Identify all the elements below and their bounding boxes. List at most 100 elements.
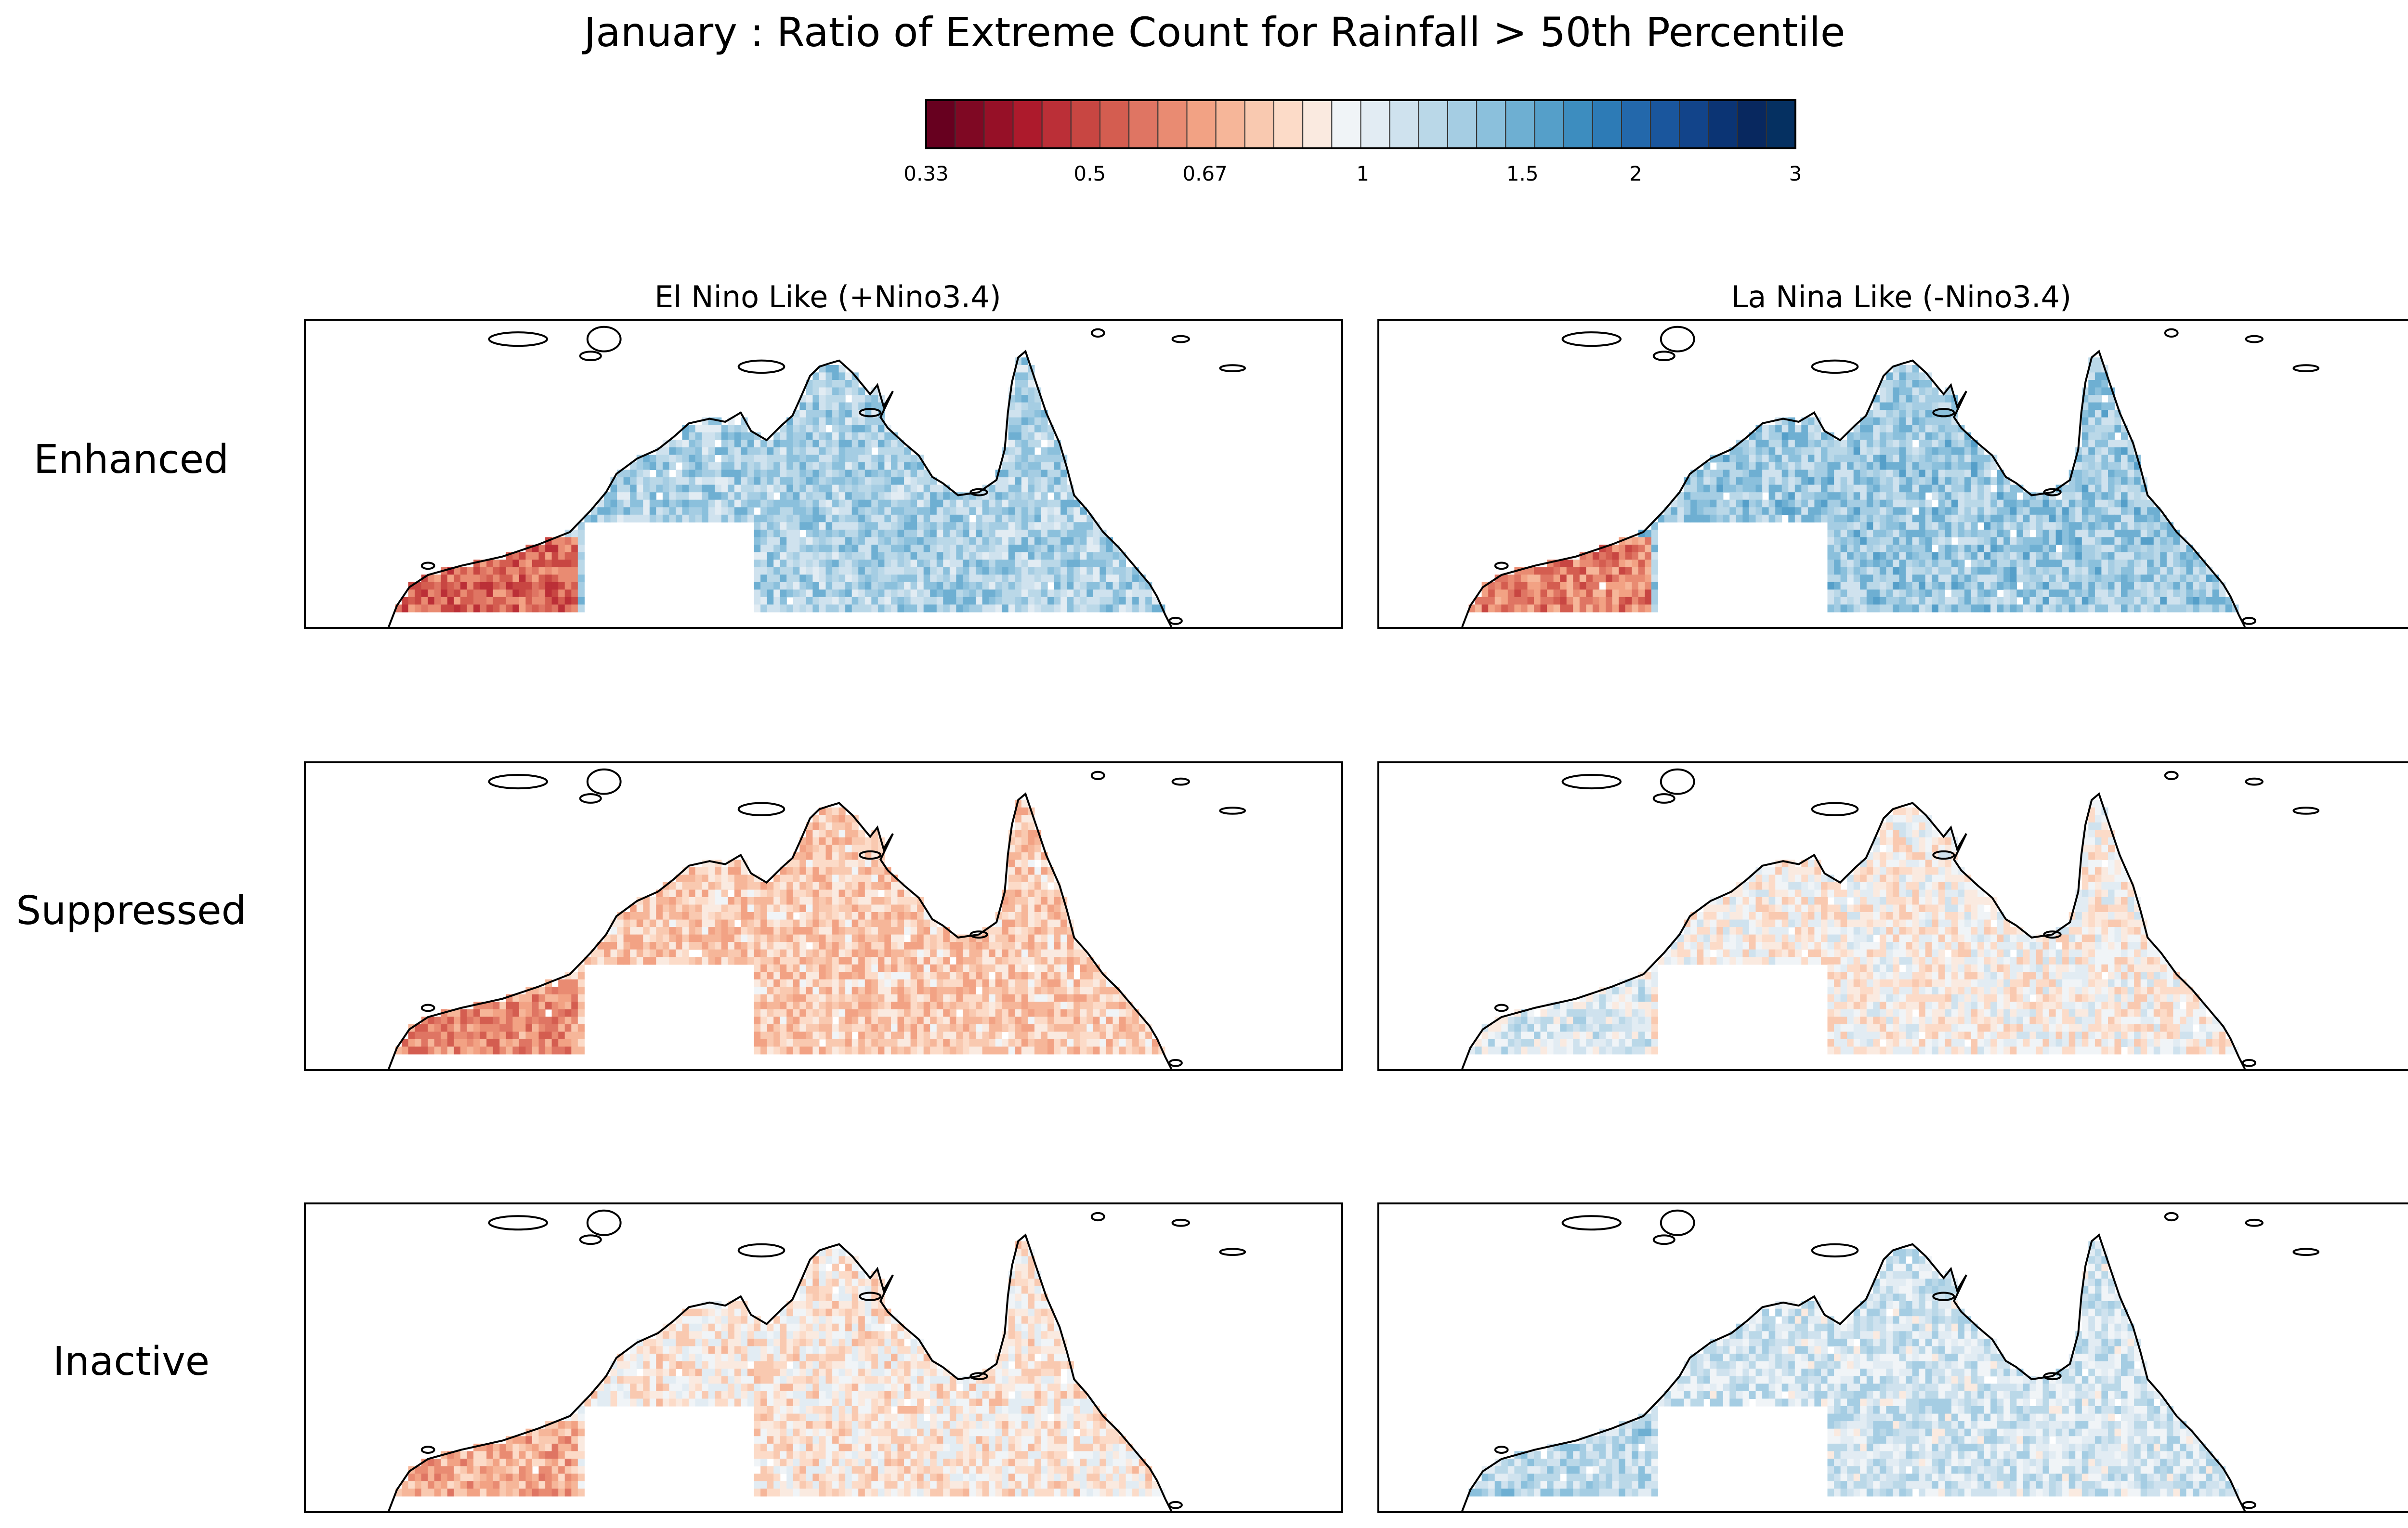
colorbar-frame: [925, 99, 1796, 149]
colorbar-swatch: [1186, 100, 1217, 149]
map-svg: [1461, 768, 2320, 1069]
island-outline: [2292, 364, 2320, 372]
island-outline: [1171, 1218, 1190, 1227]
island-outline: [859, 1292, 882, 1301]
colorbar-swatch: [1650, 100, 1680, 149]
island-outline: [2242, 616, 2256, 625]
colorbar-swatch: [1476, 100, 1506, 149]
ratio-cells: [1468, 357, 2239, 613]
coastline: [1461, 1233, 2246, 1511]
island-outline: [2245, 777, 2264, 786]
colorbar-swatch: [1418, 100, 1448, 149]
coastline: [1461, 350, 2246, 627]
colorbar-swatch: [1215, 100, 1245, 149]
island-outline: [859, 408, 882, 418]
island-outline: [1219, 364, 1246, 372]
island-outline: [2164, 771, 2179, 781]
island-outline: [1811, 359, 1859, 374]
island-outline: [1494, 562, 1509, 570]
map-svg: [388, 1209, 1246, 1511]
island-outline: [969, 488, 988, 496]
ratio-cells: [1468, 1241, 2239, 1497]
map-panel: [1377, 1202, 2408, 1513]
row-label-enhanced: Enhanced: [33, 437, 229, 483]
island-outline: [420, 1004, 435, 1012]
island-outline: [2043, 1372, 2062, 1381]
ratio-cells: [395, 357, 1165, 613]
island-outline: [1652, 1234, 1675, 1245]
row-label-inactive: Inactive: [52, 1339, 210, 1384]
coastline: [388, 1233, 1173, 1511]
island-outline: [1561, 774, 1622, 790]
colorbar-swatch: [1563, 100, 1593, 149]
row-label-suppressed: Suppressed: [16, 888, 247, 934]
island-outline: [1932, 408, 1955, 418]
island-outline: [1090, 771, 1105, 781]
colorbar-tick-label: 1.5: [1506, 162, 1539, 185]
island-outline: [1219, 1248, 1246, 1256]
island-outline: [1494, 1004, 1509, 1012]
island-outline: [737, 359, 785, 374]
island-outline: [859, 850, 882, 860]
colorbar-swatch: [1505, 100, 1535, 149]
island-outline: [737, 1243, 785, 1258]
colorbar-tick-label: 0.5: [1073, 162, 1106, 185]
colorbar-swatch: [1737, 100, 1767, 149]
island-outline: [1811, 802, 1859, 816]
island-outline: [420, 1446, 435, 1454]
island-outline: [2164, 1212, 2179, 1222]
colorbar: [925, 99, 1796, 149]
colorbar-swatch: [1244, 100, 1274, 149]
island-outline: [1168, 1501, 1183, 1509]
colorbar-swatch: [1708, 100, 1738, 149]
island-outline: [1652, 793, 1675, 804]
coastline: [1461, 792, 2246, 1069]
island-outline: [2242, 1501, 2256, 1509]
colorbar-tick-label: 0.33: [903, 162, 949, 185]
island-outline: [1171, 335, 1190, 343]
colorbar-tick-label: 0.67: [1182, 162, 1228, 185]
island-outline: [2292, 1248, 2320, 1256]
island-outline: [488, 1215, 548, 1231]
island-outline: [2164, 328, 2179, 338]
coastline: [388, 792, 1173, 1069]
island-outline: [2245, 1218, 2264, 1227]
ratio-cells: [395, 800, 1165, 1055]
colorbar-swatch: [1070, 100, 1100, 149]
island-outline: [2043, 488, 2062, 496]
colorbar-swatch: [1273, 100, 1304, 149]
island-outline: [1660, 768, 1695, 795]
colorbar-swatch: [1592, 100, 1622, 149]
colorbar-tick-label: 1: [1356, 162, 1369, 185]
island-outline: [579, 793, 602, 804]
island-outline: [1932, 1292, 1955, 1301]
island-outline: [1561, 1215, 1622, 1231]
island-outline: [1932, 850, 1955, 860]
colorbar-swatch: [1157, 100, 1188, 149]
island-outline: [420, 562, 435, 570]
map-panel: [304, 319, 1343, 629]
colorbar-swatch: [1128, 100, 1159, 149]
colorbar-swatch: [1534, 100, 1564, 149]
island-outline: [737, 802, 785, 816]
colorbar-swatch: [1447, 100, 1478, 149]
island-outline: [1660, 1209, 1695, 1236]
colorbar-swatch: [1679, 100, 1709, 149]
island-outline: [586, 768, 622, 795]
colorbar-swatch: [1041, 100, 1072, 149]
map-svg: [1461, 326, 2320, 627]
colorbar-swatch: [983, 100, 1014, 149]
island-outline: [1219, 807, 1246, 815]
ratio-cells: [1468, 800, 2239, 1055]
island-outline: [1660, 326, 1695, 353]
island-outline: [579, 1234, 602, 1245]
column-title-la-nina: La Nina Like (-Nino3.4): [1731, 279, 2072, 314]
island-outline: [1171, 777, 1190, 786]
island-outline: [969, 930, 988, 939]
colorbar-swatch: [1621, 100, 1651, 149]
colorbar-swatch: [926, 100, 956, 149]
island-outline: [586, 1209, 622, 1236]
colorbar-swatch: [955, 100, 985, 149]
ratio-cells: [395, 1241, 1165, 1497]
